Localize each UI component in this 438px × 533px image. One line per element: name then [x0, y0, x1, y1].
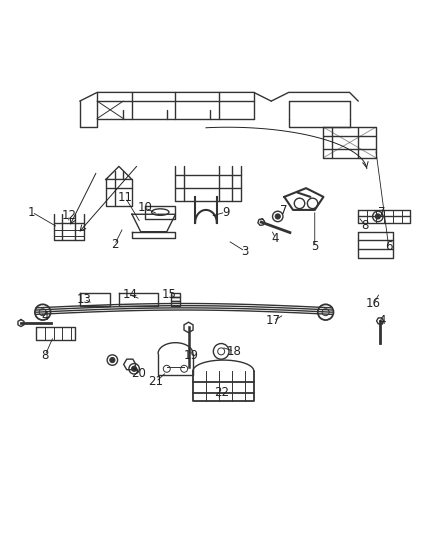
Text: 5: 5	[311, 240, 318, 253]
Text: 12: 12	[61, 208, 76, 222]
Circle shape	[275, 214, 280, 219]
Text: 11: 11	[118, 191, 133, 204]
Text: 6: 6	[385, 240, 392, 253]
Text: 4: 4	[41, 310, 49, 323]
Text: 18: 18	[227, 345, 242, 358]
Circle shape	[131, 366, 137, 372]
Text: 22: 22	[214, 386, 229, 399]
Text: 19: 19	[183, 349, 198, 362]
Text: 14: 14	[122, 288, 137, 301]
Text: 13: 13	[77, 293, 92, 305]
Text: 21: 21	[148, 375, 163, 389]
Text: 7: 7	[378, 206, 386, 219]
Text: 8: 8	[361, 219, 368, 232]
Text: 2: 2	[111, 238, 118, 251]
Text: 8: 8	[41, 349, 49, 362]
Text: 3: 3	[241, 245, 249, 258]
Circle shape	[110, 358, 115, 362]
Text: 4: 4	[272, 232, 279, 245]
Text: 16: 16	[366, 297, 381, 310]
Text: 10: 10	[138, 201, 152, 214]
Text: 15: 15	[162, 288, 177, 301]
Text: 20: 20	[131, 367, 146, 379]
Text: 1: 1	[28, 206, 35, 219]
Text: 9: 9	[222, 206, 229, 219]
Text: 17: 17	[266, 314, 281, 327]
Text: 7: 7	[279, 204, 287, 217]
Text: 4: 4	[378, 314, 386, 327]
Circle shape	[375, 214, 381, 219]
